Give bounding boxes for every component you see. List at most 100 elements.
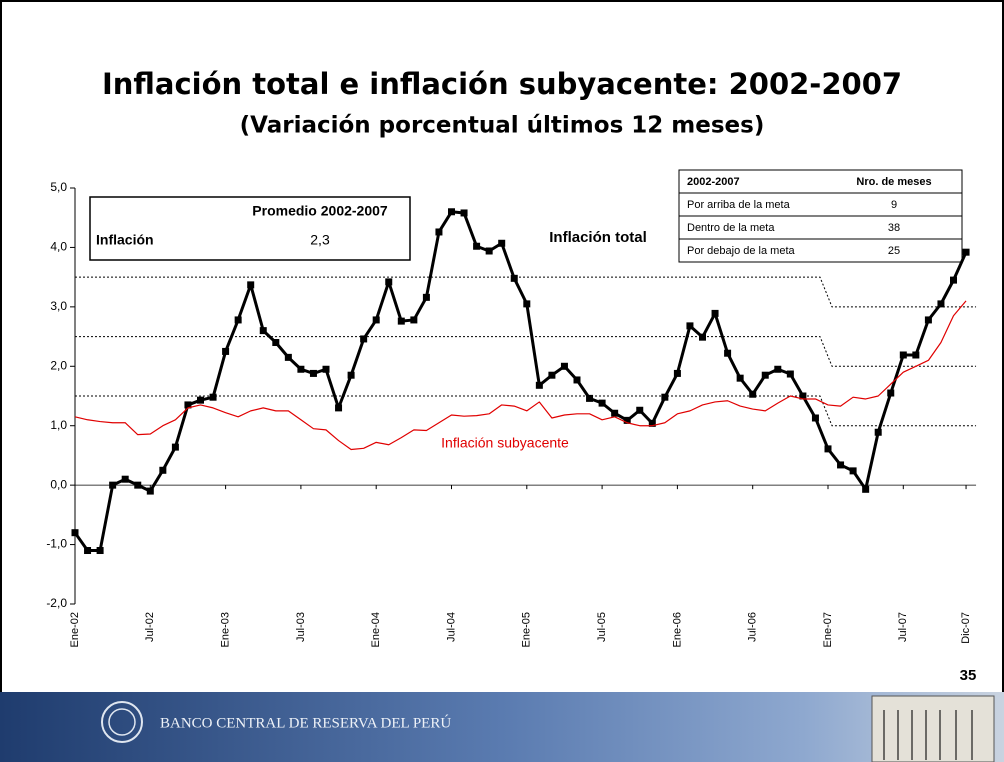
table-cell: Por arriba de la meta	[687, 199, 791, 211]
y-tick-label: 2,0	[50, 358, 67, 372]
point-marker	[548, 372, 555, 379]
point-marker	[260, 327, 267, 334]
point-marker	[335, 404, 342, 411]
point-marker	[285, 354, 292, 361]
x-tick-label: Ene-06	[671, 612, 683, 647]
point-marker	[473, 243, 480, 250]
point-marker	[272, 339, 279, 346]
point-marker	[360, 335, 367, 342]
point-marker	[912, 351, 919, 358]
y-tick-label: 5,0	[50, 180, 67, 194]
footer-text: BANCO CENTRAL DE RESERVA DEL PERÚ	[160, 714, 451, 731]
x-tick-label: Jul-02	[144, 612, 156, 642]
point-marker	[310, 370, 317, 377]
point-marker	[498, 240, 505, 247]
point-marker	[862, 486, 869, 493]
point-marker	[235, 316, 242, 323]
point-marker	[737, 375, 744, 382]
point-marker	[373, 316, 380, 323]
y-tick-label: 3,0	[50, 299, 67, 313]
point-marker	[222, 348, 229, 355]
table-cell: 2,3	[310, 232, 330, 248]
point-marker	[536, 382, 543, 389]
point-marker	[523, 300, 530, 307]
point-marker	[511, 275, 518, 282]
y-tick-label: -2,0	[46, 596, 67, 610]
point-marker	[134, 482, 141, 489]
point-marker	[749, 391, 756, 398]
point-marker	[109, 482, 116, 489]
point-marker	[323, 366, 330, 373]
table-header: 2002-2007	[687, 176, 740, 188]
point-marker	[712, 310, 719, 317]
x-tick-label: Jul-06	[747, 612, 759, 642]
point-marker	[599, 400, 606, 407]
footer-banner	[0, 692, 1004, 762]
point-marker	[348, 372, 355, 379]
point-marker	[210, 394, 217, 401]
point-marker	[812, 414, 819, 421]
point-marker	[561, 363, 568, 370]
table-cell: 9	[891, 199, 897, 211]
point-marker	[636, 407, 643, 414]
x-tick-label: Dic-07	[960, 612, 972, 644]
point-marker	[122, 476, 129, 483]
point-marker	[586, 395, 593, 402]
point-marker	[900, 351, 907, 358]
y-tick-label: 4,0	[50, 240, 67, 254]
table-row-label: Inflación	[96, 232, 154, 248]
point-marker	[197, 397, 204, 404]
table-header: Nro. de meses	[856, 176, 931, 188]
point-marker	[435, 228, 442, 235]
x-tick-label: Jul-04	[445, 612, 457, 642]
point-marker	[159, 467, 166, 474]
point-marker	[661, 394, 668, 401]
point-marker	[247, 281, 254, 288]
point-marker	[674, 370, 681, 377]
point-marker	[97, 547, 104, 554]
point-marker	[762, 372, 769, 379]
point-marker	[937, 300, 944, 307]
point-marker	[410, 316, 417, 323]
x-tick-label: Ene-05	[521, 612, 533, 647]
point-marker	[875, 429, 882, 436]
point-marker	[423, 294, 430, 301]
point-marker	[84, 547, 91, 554]
point-marker	[699, 334, 706, 341]
point-marker	[611, 410, 618, 417]
point-marker	[787, 371, 794, 378]
point-marker	[837, 461, 844, 468]
point-marker	[398, 318, 405, 325]
chart-title: Inflación total e inflación subyacente: …	[102, 67, 902, 101]
point-marker	[574, 376, 581, 383]
y-tick-label: 0,0	[50, 477, 67, 491]
point-marker	[448, 208, 455, 215]
point-marker	[172, 444, 179, 451]
table-cell: Por debajo de la meta	[687, 245, 796, 257]
x-tick-label: Jul-07	[897, 612, 909, 642]
table-cell: 25	[888, 245, 900, 257]
point-marker	[686, 322, 693, 329]
point-marker	[963, 249, 970, 256]
page-number: 35	[960, 667, 977, 684]
series-label: Inflación subyacente	[441, 435, 569, 451]
series-label: Inflación total	[549, 229, 647, 246]
point-marker	[887, 390, 894, 397]
point-marker	[297, 366, 304, 373]
table-header: Promedio 2002-2007	[252, 203, 388, 219]
point-marker	[385, 278, 392, 285]
x-tick-label: Ene-02	[69, 612, 81, 647]
point-marker	[850, 467, 857, 474]
chart-subtitle: (Variación porcentual últimos 12 meses)	[240, 113, 765, 139]
x-tick-label: Jul-03	[295, 612, 307, 642]
y-tick-label: -1,0	[46, 537, 67, 551]
x-tick-label: Jul-05	[596, 612, 608, 642]
x-tick-label: Ene-04	[370, 612, 382, 647]
point-marker	[724, 350, 731, 357]
point-marker	[486, 247, 493, 254]
months-table: 2002-2007 Nro. de meses Por arriba de la…	[679, 170, 962, 262]
table-cell: 38	[888, 222, 900, 234]
page: Inflación total e inflación subyacente: …	[0, 0, 1004, 762]
point-marker	[774, 366, 781, 373]
table-cell: Dentro de la meta	[687, 222, 775, 234]
